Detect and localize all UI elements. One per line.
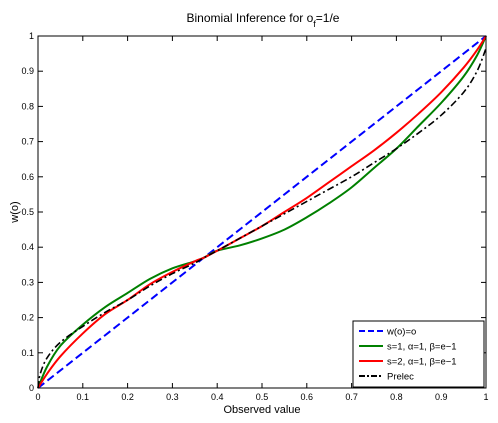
y-tick-label: 0.9 <box>21 66 34 76</box>
x-tick-label: 0.3 <box>166 392 179 402</box>
x-axis: 0 0.1 0.2 0.3 0.4 0.5 0.6 0.7 0.8 0.9 1 <box>35 36 489 402</box>
series-layer <box>37 35 487 389</box>
x-tick-label: 0.4 <box>211 392 224 402</box>
y-tick-label: 0.7 <box>21 137 34 147</box>
y-tick-label: 0.4 <box>21 242 34 252</box>
x-tick-label: 0.8 <box>390 392 403 402</box>
chart-title: Binomial Inference for of=1/e <box>187 11 340 29</box>
legend-label: s=2, α=1, β=e−1 <box>387 357 457 368</box>
x-tick-label: 0.2 <box>121 392 134 402</box>
x-tick-label: 0.5 <box>256 392 269 402</box>
series-line-4 <box>37 48 487 389</box>
x-tick-label: 1 <box>483 392 488 402</box>
x-tick-label: 0.9 <box>435 392 448 402</box>
y-tick-label: 0.2 <box>21 313 34 323</box>
chart-legend: w(o)=o s=1, α=1, β=e−1 s=2, α=1, β=e−1 Prel… <box>352 320 485 388</box>
legend-label: s=1, α=1, β=e−1 <box>387 342 457 353</box>
series-line-2 <box>37 35 487 389</box>
y-tick-label: 0.1 <box>21 348 34 358</box>
x-tick-label: 0.6 <box>301 392 314 402</box>
x-tick-label: 0 <box>35 392 40 402</box>
legend-label: Prelec <box>387 372 414 383</box>
y-tick-label: 0.5 <box>21 207 34 217</box>
legend-label: w(o)=o <box>386 327 416 338</box>
x-tick-label: 0.7 <box>345 392 358 402</box>
x-axis-label: Observed value <box>223 404 300 416</box>
y-tick-label: 1 <box>29 31 34 41</box>
plot-area <box>37 35 487 389</box>
y-axis-label: w(o) <box>9 201 21 223</box>
y-tick-label: 0.3 <box>21 277 34 287</box>
x-tick-label: 0.1 <box>77 392 90 402</box>
y-tick-label: 0.8 <box>21 101 34 111</box>
y-tick-label: 0.6 <box>21 172 34 182</box>
y-tick-label: 0 <box>29 383 34 393</box>
series-line-1 <box>37 35 487 389</box>
y-axis: 0 0.1 0.2 0.3 0.4 0.5 0.6 0.7 0.8 0.9 1 <box>21 31 486 393</box>
